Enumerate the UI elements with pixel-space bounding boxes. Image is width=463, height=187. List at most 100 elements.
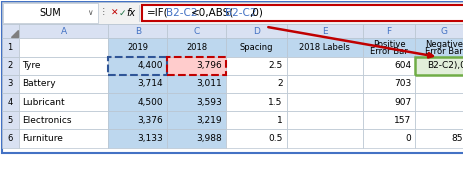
- Bar: [108, 129, 167, 148]
- Text: B2-C2: B2-C2: [166, 8, 197, 18]
- Bar: [414, 111, 463, 129]
- Bar: [167, 129, 225, 148]
- Text: Battery: Battery: [22, 79, 56, 88]
- Text: E: E: [321, 27, 327, 36]
- Text: ∨: ∨: [87, 8, 93, 17]
- Bar: [286, 56, 362, 75]
- Bar: [414, 38, 463, 56]
- Text: 2019: 2019: [127, 43, 148, 52]
- Bar: [167, 111, 225, 129]
- Bar: [362, 129, 414, 148]
- Bar: [167, 93, 225, 111]
- Text: 4,400: 4,400: [138, 61, 163, 70]
- Bar: [19, 56, 108, 75]
- Bar: [225, 111, 286, 129]
- Text: ⁝: ⁝: [102, 8, 106, 18]
- Bar: [286, 111, 362, 129]
- Text: B: B: [134, 27, 141, 36]
- Text: 855: 855: [451, 134, 463, 143]
- Text: G: G: [440, 27, 447, 36]
- Bar: [167, 56, 225, 75]
- Text: 3,011: 3,011: [196, 79, 221, 88]
- Text: Spacing: Spacing: [239, 43, 273, 52]
- Text: Lubricant: Lubricant: [22, 98, 65, 107]
- Text: D: D: [252, 27, 259, 36]
- Text: 604: 604: [394, 61, 410, 70]
- Text: 2: 2: [276, 79, 282, 88]
- Text: 2018: 2018: [186, 43, 206, 52]
- Text: 5: 5: [7, 116, 13, 125]
- Bar: [108, 56, 167, 75]
- Text: ✕: ✕: [110, 8, 118, 17]
- Text: 1.5: 1.5: [268, 98, 282, 107]
- Bar: [414, 129, 463, 148]
- Text: 3,714: 3,714: [137, 79, 163, 88]
- Bar: [2, 2, 463, 24]
- Text: 2: 2: [7, 61, 13, 70]
- Bar: [19, 111, 108, 129]
- Bar: [3, 3, 98, 23]
- Text: 3,376: 3,376: [137, 116, 163, 125]
- Text: 3: 3: [7, 79, 13, 88]
- Text: ,0): ,0): [249, 8, 263, 18]
- Bar: [414, 56, 463, 75]
- Bar: [108, 75, 167, 93]
- Text: 4: 4: [7, 98, 13, 107]
- Text: Positive: Positive: [372, 40, 405, 49]
- Bar: [2, 129, 19, 148]
- Text: Furniture: Furniture: [22, 134, 63, 143]
- Text: A: A: [61, 27, 67, 36]
- Bar: [2, 38, 19, 56]
- Text: B2-C2),0): B2-C2),0): [426, 61, 463, 70]
- Bar: [19, 93, 108, 111]
- Bar: [414, 56, 463, 75]
- Text: Error Bar: Error Bar: [369, 47, 407, 56]
- Bar: [362, 75, 414, 93]
- Bar: [2, 56, 19, 75]
- Bar: [286, 93, 362, 111]
- Bar: [2, 24, 19, 38]
- Text: Negative: Negative: [424, 40, 462, 49]
- Text: 1: 1: [276, 116, 282, 125]
- Bar: [167, 56, 225, 75]
- Bar: [414, 93, 463, 111]
- Text: 703: 703: [393, 79, 410, 88]
- Text: 2.5: 2.5: [268, 61, 282, 70]
- Bar: [362, 24, 414, 38]
- Bar: [19, 38, 108, 56]
- Bar: [286, 24, 362, 38]
- Text: =IF(: =IF(: [147, 8, 168, 18]
- Bar: [225, 56, 286, 75]
- Bar: [362, 38, 414, 56]
- Bar: [167, 75, 225, 93]
- Bar: [362, 111, 414, 129]
- Text: <0,ABS(: <0,ABS(: [190, 8, 233, 18]
- Bar: [167, 24, 225, 38]
- Bar: [286, 38, 362, 56]
- Text: F: F: [386, 27, 391, 36]
- Text: Error Bar: Error Bar: [425, 47, 462, 56]
- Bar: [2, 93, 19, 111]
- Bar: [108, 24, 167, 38]
- Text: 3,988: 3,988: [196, 134, 221, 143]
- Text: 4,500: 4,500: [137, 98, 163, 107]
- Bar: [108, 93, 167, 111]
- Text: 3,133: 3,133: [137, 134, 163, 143]
- Bar: [225, 38, 286, 56]
- Text: B2-C2: B2-C2: [224, 8, 256, 18]
- Bar: [225, 75, 286, 93]
- Bar: [142, 5, 463, 21]
- Bar: [414, 24, 463, 38]
- Bar: [2, 75, 19, 93]
- Bar: [225, 129, 286, 148]
- Text: SUM: SUM: [40, 8, 62, 18]
- Bar: [362, 56, 414, 75]
- Text: 907: 907: [393, 98, 410, 107]
- Text: 157: 157: [393, 116, 410, 125]
- Text: Tyre: Tyre: [22, 61, 41, 70]
- Bar: [19, 75, 108, 93]
- Text: C: C: [193, 27, 199, 36]
- Bar: [167, 38, 225, 56]
- Bar: [414, 75, 463, 93]
- Text: 1: 1: [7, 43, 13, 52]
